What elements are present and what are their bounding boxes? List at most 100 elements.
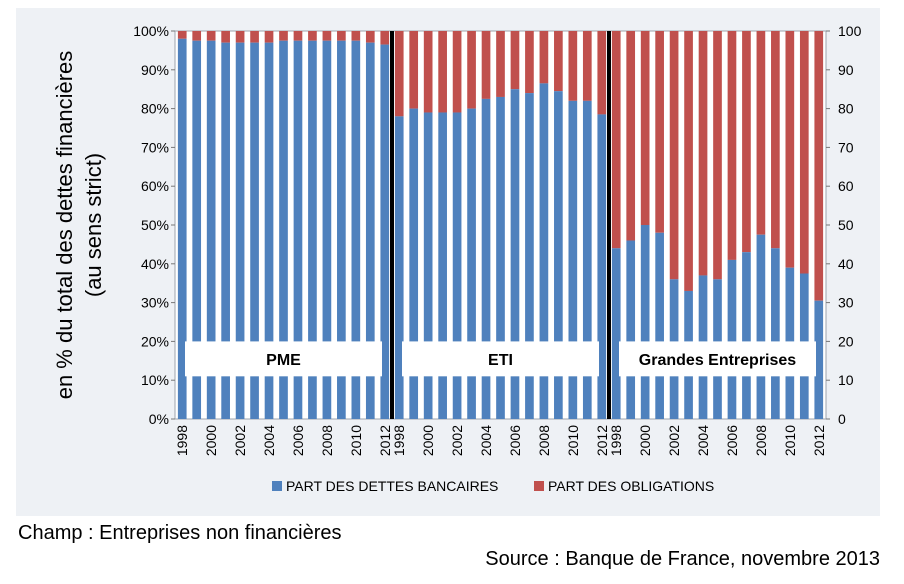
y-axis-title-line-2: (au sens strict) (81, 153, 106, 297)
bar-obligations-grandes-entreprises-2000 (640, 31, 650, 225)
left-axis-tick-label: 30% (141, 295, 169, 311)
group-label: PME (266, 352, 301, 369)
bar-bancaires-pme-2008 (322, 40, 332, 419)
bar-bancaires-grandes-entreprises-2001 (655, 232, 664, 419)
left-axis-tick-label: 0% (149, 411, 169, 427)
right-axis-tick-label: 70 (838, 139, 854, 155)
left-axis-tick-label: 40% (141, 256, 169, 272)
x-tick-label: 2012 (811, 425, 827, 456)
bar-obligations-grandes-entreprises-1999 (626, 31, 636, 241)
scope-note: Champ : Entreprises non financières (18, 522, 342, 544)
bar-bancaires-grandes-entreprises-2008 (756, 234, 766, 419)
bar-bancaires-eti-2011 (582, 100, 592, 419)
x-tick-label: 2000 (637, 425, 653, 456)
bar-obligations-eti-2010 (568, 31, 578, 101)
right-axis-tick-label: 30 (838, 295, 854, 311)
bar-obligations-eti-2003 (467, 31, 476, 109)
bar-bancaires-eti-2008 (539, 83, 549, 419)
bar-bancaires-pme-2002 (235, 42, 245, 419)
bar-obligations-eti-2006 (510, 31, 520, 90)
bar-obligations-eti-2007 (525, 31, 534, 94)
left-axis-tick-label: 10% (141, 372, 169, 388)
bar-bancaires-eti-2001 (438, 112, 447, 419)
bar-obligations-grandes-entreprises-1998 (611, 31, 621, 249)
chart-panel: 0% 10% 20% 30% 40% 50% 60% 70% 80% 90% 100% 0 10 20 30… (16, 8, 880, 516)
bar-obligations-grandes-entreprises-2004 (698, 31, 708, 276)
bar-obligations-grandes-entreprises-2008 (756, 31, 766, 235)
bar-bancaires-eti-2002 (452, 112, 462, 419)
group-label-box (402, 341, 599, 377)
right-axis-tick-label: 80 (838, 101, 854, 117)
bar-bancaires-eti-2005 (496, 96, 505, 420)
bar-bancaires-pme-2006 (293, 40, 303, 419)
x-tick-label: 2012 (377, 425, 393, 456)
bar-bancaires-eti-2012 (597, 114, 607, 420)
right-axis-tick-label: 90 (838, 62, 854, 78)
left-axis-tick-label: 60% (141, 178, 169, 194)
left-axis-tick-label: 80% (141, 101, 169, 117)
legend-label: PART DES DETTES BANCAIRES (286, 478, 498, 494)
bar-obligations-pme-1998 (177, 31, 187, 39)
bar-bancaires-grandes-entreprises-2009 (771, 248, 780, 419)
bar-obligations-eti-2005 (496, 31, 505, 97)
bar-obligations-grandes-entreprises-2007 (742, 31, 751, 253)
bar-obligations-grandes-entreprises-2011 (799, 31, 809, 274)
bar-bancaires-eti-1999 (409, 108, 419, 419)
x-tick-label: 2012 (594, 425, 610, 456)
bar-obligations-pme-2007 (308, 31, 317, 41)
bar-obligations-pme-2000 (206, 31, 216, 41)
bar-bancaires-pme-2007 (308, 40, 317, 419)
bar-bancaires-eti-2000 (423, 112, 433, 419)
bar-bancaires-pme-2000 (206, 40, 216, 419)
bar-obligations-eti-2002 (452, 31, 462, 113)
group-label: Grandes Entreprises (639, 352, 797, 369)
y-axis-title-line-1: en % du total des dettes financières (52, 51, 77, 400)
x-tick-label: 2004 (478, 425, 494, 456)
bar-bancaires-eti-2003 (467, 108, 476, 419)
bar-obligations-eti-2001 (438, 31, 447, 113)
bar-obligations-pme-2006 (293, 31, 303, 41)
x-tick-label: 1998 (608, 425, 624, 456)
bar-obligations-grandes-entreprises-2009 (771, 31, 780, 249)
x-tick-label: 2006 (290, 425, 306, 456)
bar-bancaires-pme-1999 (192, 40, 202, 419)
x-tick-label: 2010 (565, 425, 581, 456)
bar-bancaires-pme-2011 (365, 42, 375, 419)
bar-obligations-grandes-entreprises-2001 (655, 31, 664, 233)
bar-bancaires-eti-2009 (554, 91, 563, 419)
bar-obligations-pme-2002 (235, 31, 245, 43)
x-tick-label: 1998 (391, 425, 407, 456)
bar-obligations-pme-2010 (351, 31, 361, 41)
bar-obligations-pme-2009 (337, 31, 346, 41)
x-tick-label: 2002 (232, 425, 248, 456)
left-axis-tick-label: 70% (141, 139, 169, 155)
bar-obligations-eti-2004 (481, 31, 491, 99)
x-tick-label: 2002 (449, 425, 465, 456)
bar-bancaires-pme-2009 (337, 40, 346, 419)
bar-bancaires-eti-2004 (481, 98, 491, 420)
bar-bancaires-grandes-entreprises-1998 (611, 248, 621, 419)
right-axis-tick-label: 10 (838, 372, 854, 388)
bar-obligations-grandes-entreprises-2006 (727, 31, 737, 260)
bar-obligations-grandes-entreprises-2012 (814, 31, 824, 301)
right-axis-tick-label: 0 (838, 411, 846, 427)
x-tick-label: 1998 (174, 425, 190, 456)
bar-obligations-eti-2000 (423, 31, 433, 113)
bar-obligations-eti-2011 (582, 31, 592, 101)
bar-obligations-eti-2012 (597, 31, 607, 115)
x-tick-label: 2008 (536, 425, 552, 456)
x-tick-label: 2008 (319, 425, 335, 456)
bar-bancaires-grandes-entreprises-2006 (727, 259, 737, 419)
x-tick-label: 2006 (724, 425, 740, 456)
x-tick-label: 2002 (666, 425, 682, 456)
x-tick-label: 2000 (420, 425, 436, 456)
bar-obligations-eti-2008 (539, 31, 549, 84)
bar-obligations-pme-2001 (221, 31, 230, 43)
right-axis-tick-label: 20 (838, 333, 854, 349)
bar-bancaires-pme-2003 (250, 42, 259, 419)
bar-bancaires-grandes-entreprises-2000 (640, 225, 650, 419)
bar-bancaires-eti-2007 (525, 93, 534, 419)
right-axis-tick-label: 50 (838, 217, 854, 233)
bar-obligations-grandes-entreprises-2003 (684, 31, 693, 291)
bar-obligations-pme-2012 (380, 31, 390, 45)
